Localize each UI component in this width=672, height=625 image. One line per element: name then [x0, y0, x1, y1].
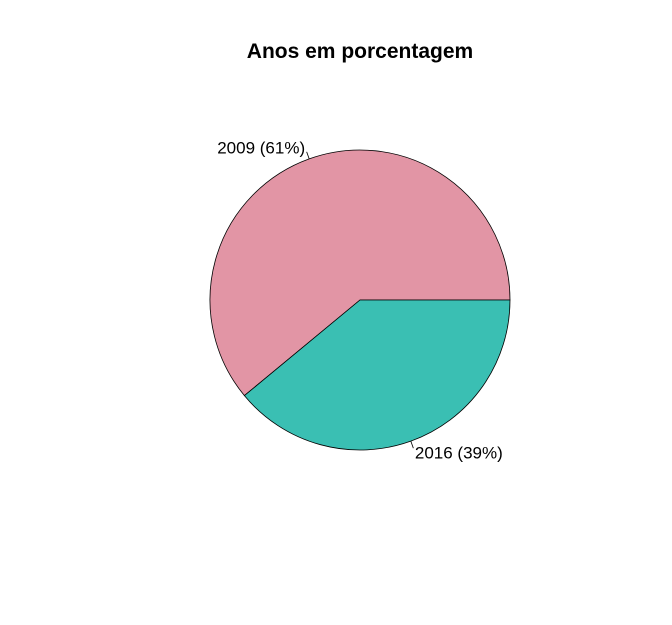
pie-labels: 2009 (61%) 2016 (39%): [217, 139, 503, 463]
pie-slice-2009: [209, 149, 511, 397]
chart-title: Anos em porcentagem: [247, 40, 473, 63]
pie-leader-line-2016: [410, 440, 414, 449]
pie-label-2009: 2009 (61%): [217, 139, 305, 158]
pie-leader-line-2009: [306, 151, 310, 160]
pie-label-2016: 2016 (39%): [415, 443, 503, 462]
pie-slice-2016: [243, 299, 511, 451]
pie-slices: [209, 149, 511, 451]
